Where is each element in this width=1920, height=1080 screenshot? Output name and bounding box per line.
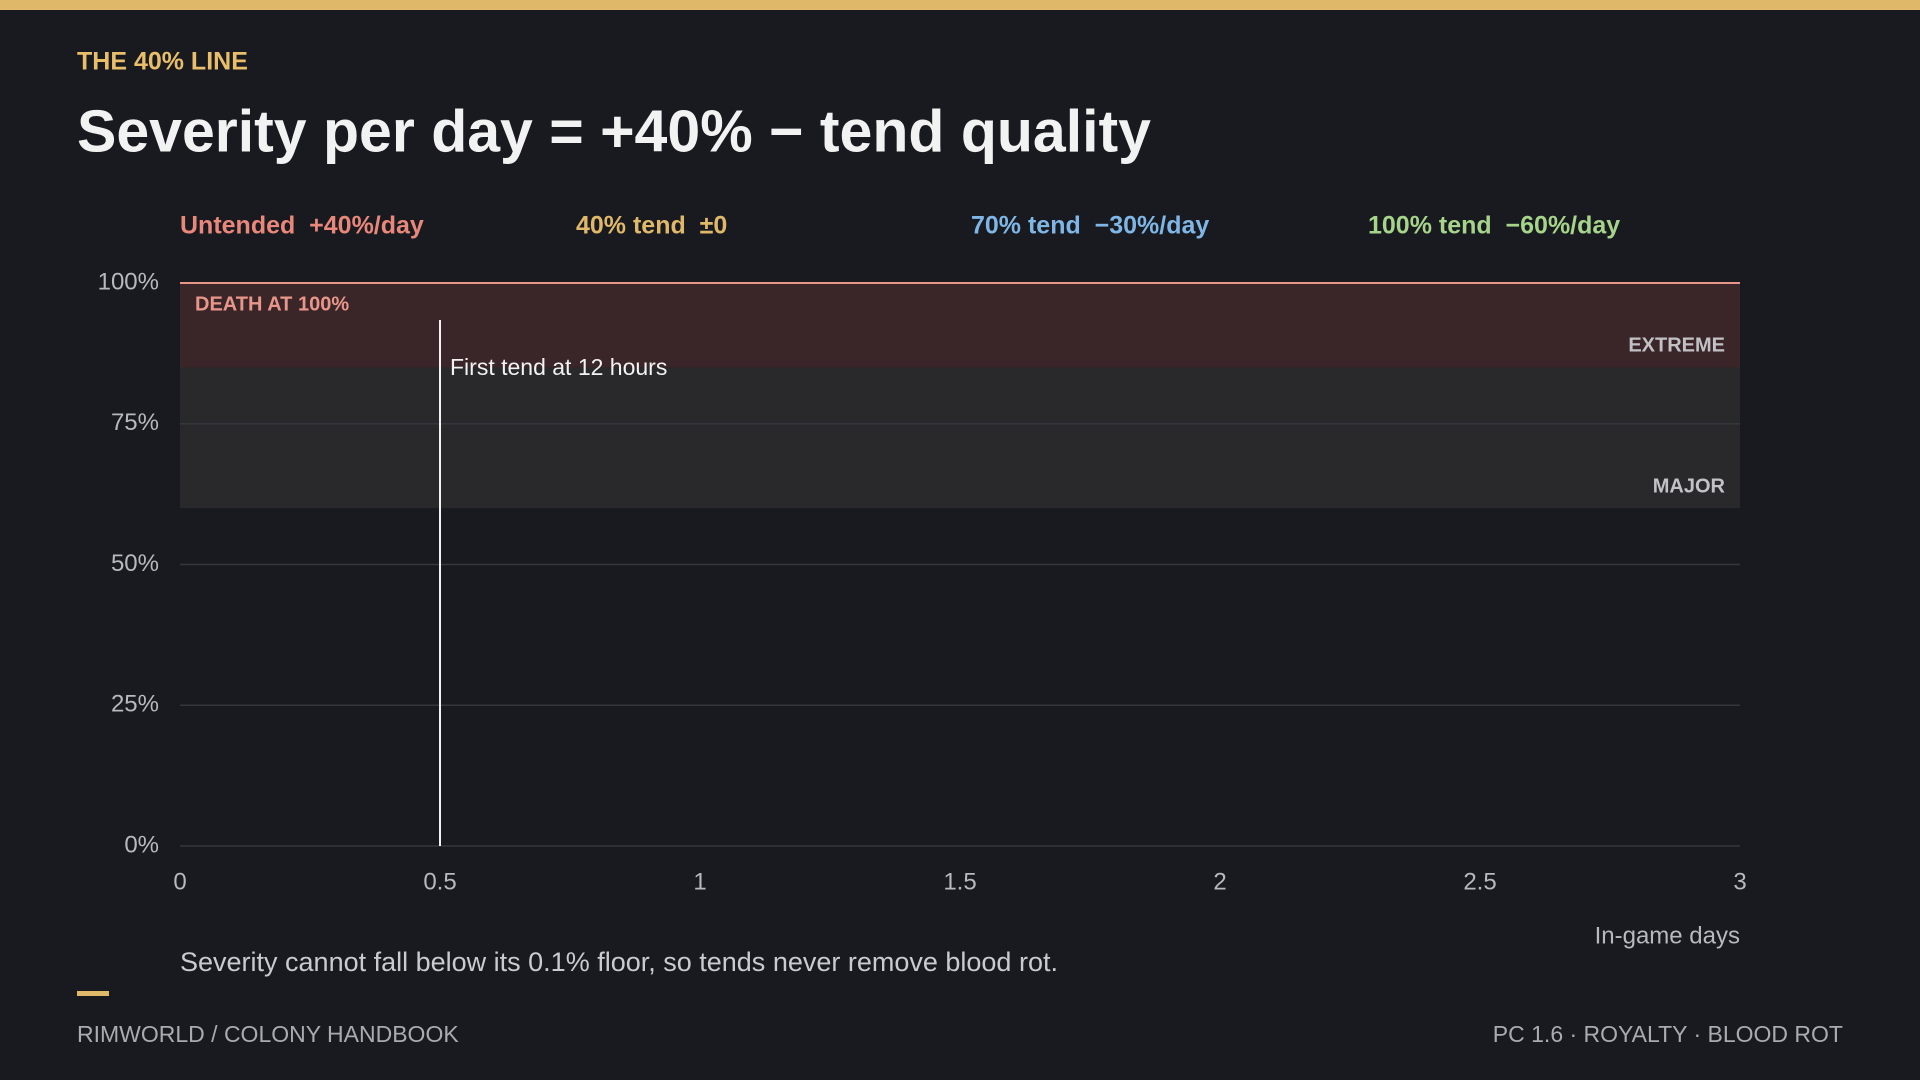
- chart-title: Severity per day = +40% − tend quality: [77, 99, 1151, 165]
- accent-dash: [77, 991, 109, 996]
- band-label: EXTREME: [1628, 334, 1725, 356]
- legend-entry: 100% tend −60%/day: [1368, 212, 1620, 240]
- severity-band: [180, 367, 1740, 509]
- annotation-label: First tend at 12 hours: [450, 354, 667, 380]
- x-tick-label: 0.5: [423, 868, 456, 895]
- top-bar: [0, 0, 1920, 10]
- legend-entry: 70% tend −30%/day: [971, 212, 1209, 240]
- legend-entry: Untended +40%/day: [180, 212, 424, 240]
- footnote: Severity cannot fall below its 0.1% floo…: [180, 947, 1058, 977]
- x-tick-label: 2: [1213, 868, 1226, 895]
- y-tick-label: 100%: [98, 268, 159, 295]
- severity-band: [180, 283, 1740, 368]
- y-tick-label: 25%: [111, 691, 159, 718]
- x-tick-label: 0: [173, 868, 186, 895]
- footer-left: RIMWORLD / COLONY HANDBOOK: [77, 1021, 459, 1047]
- x-tick-label: 3: [1733, 868, 1746, 895]
- death-label: DEATH AT 100%: [195, 293, 349, 315]
- y-tick-label: 0%: [124, 831, 159, 858]
- y-tick-label: 50%: [111, 550, 159, 577]
- eyebrow: THE 40% LINE: [77, 48, 248, 76]
- y-tick-label: 75%: [111, 409, 159, 436]
- x-tick-label: 2.5: [1463, 868, 1496, 895]
- footer-right: PC 1.6 · ROYALTY · BLOOD ROT: [1493, 1021, 1843, 1047]
- x-axis-label: In-game days: [1595, 922, 1740, 949]
- x-tick-label: 1: [693, 868, 706, 895]
- legend-entry: 40% tend ±0: [576, 212, 727, 240]
- x-tick-label: 1.5: [943, 868, 976, 895]
- band-label: MAJOR: [1653, 475, 1726, 497]
